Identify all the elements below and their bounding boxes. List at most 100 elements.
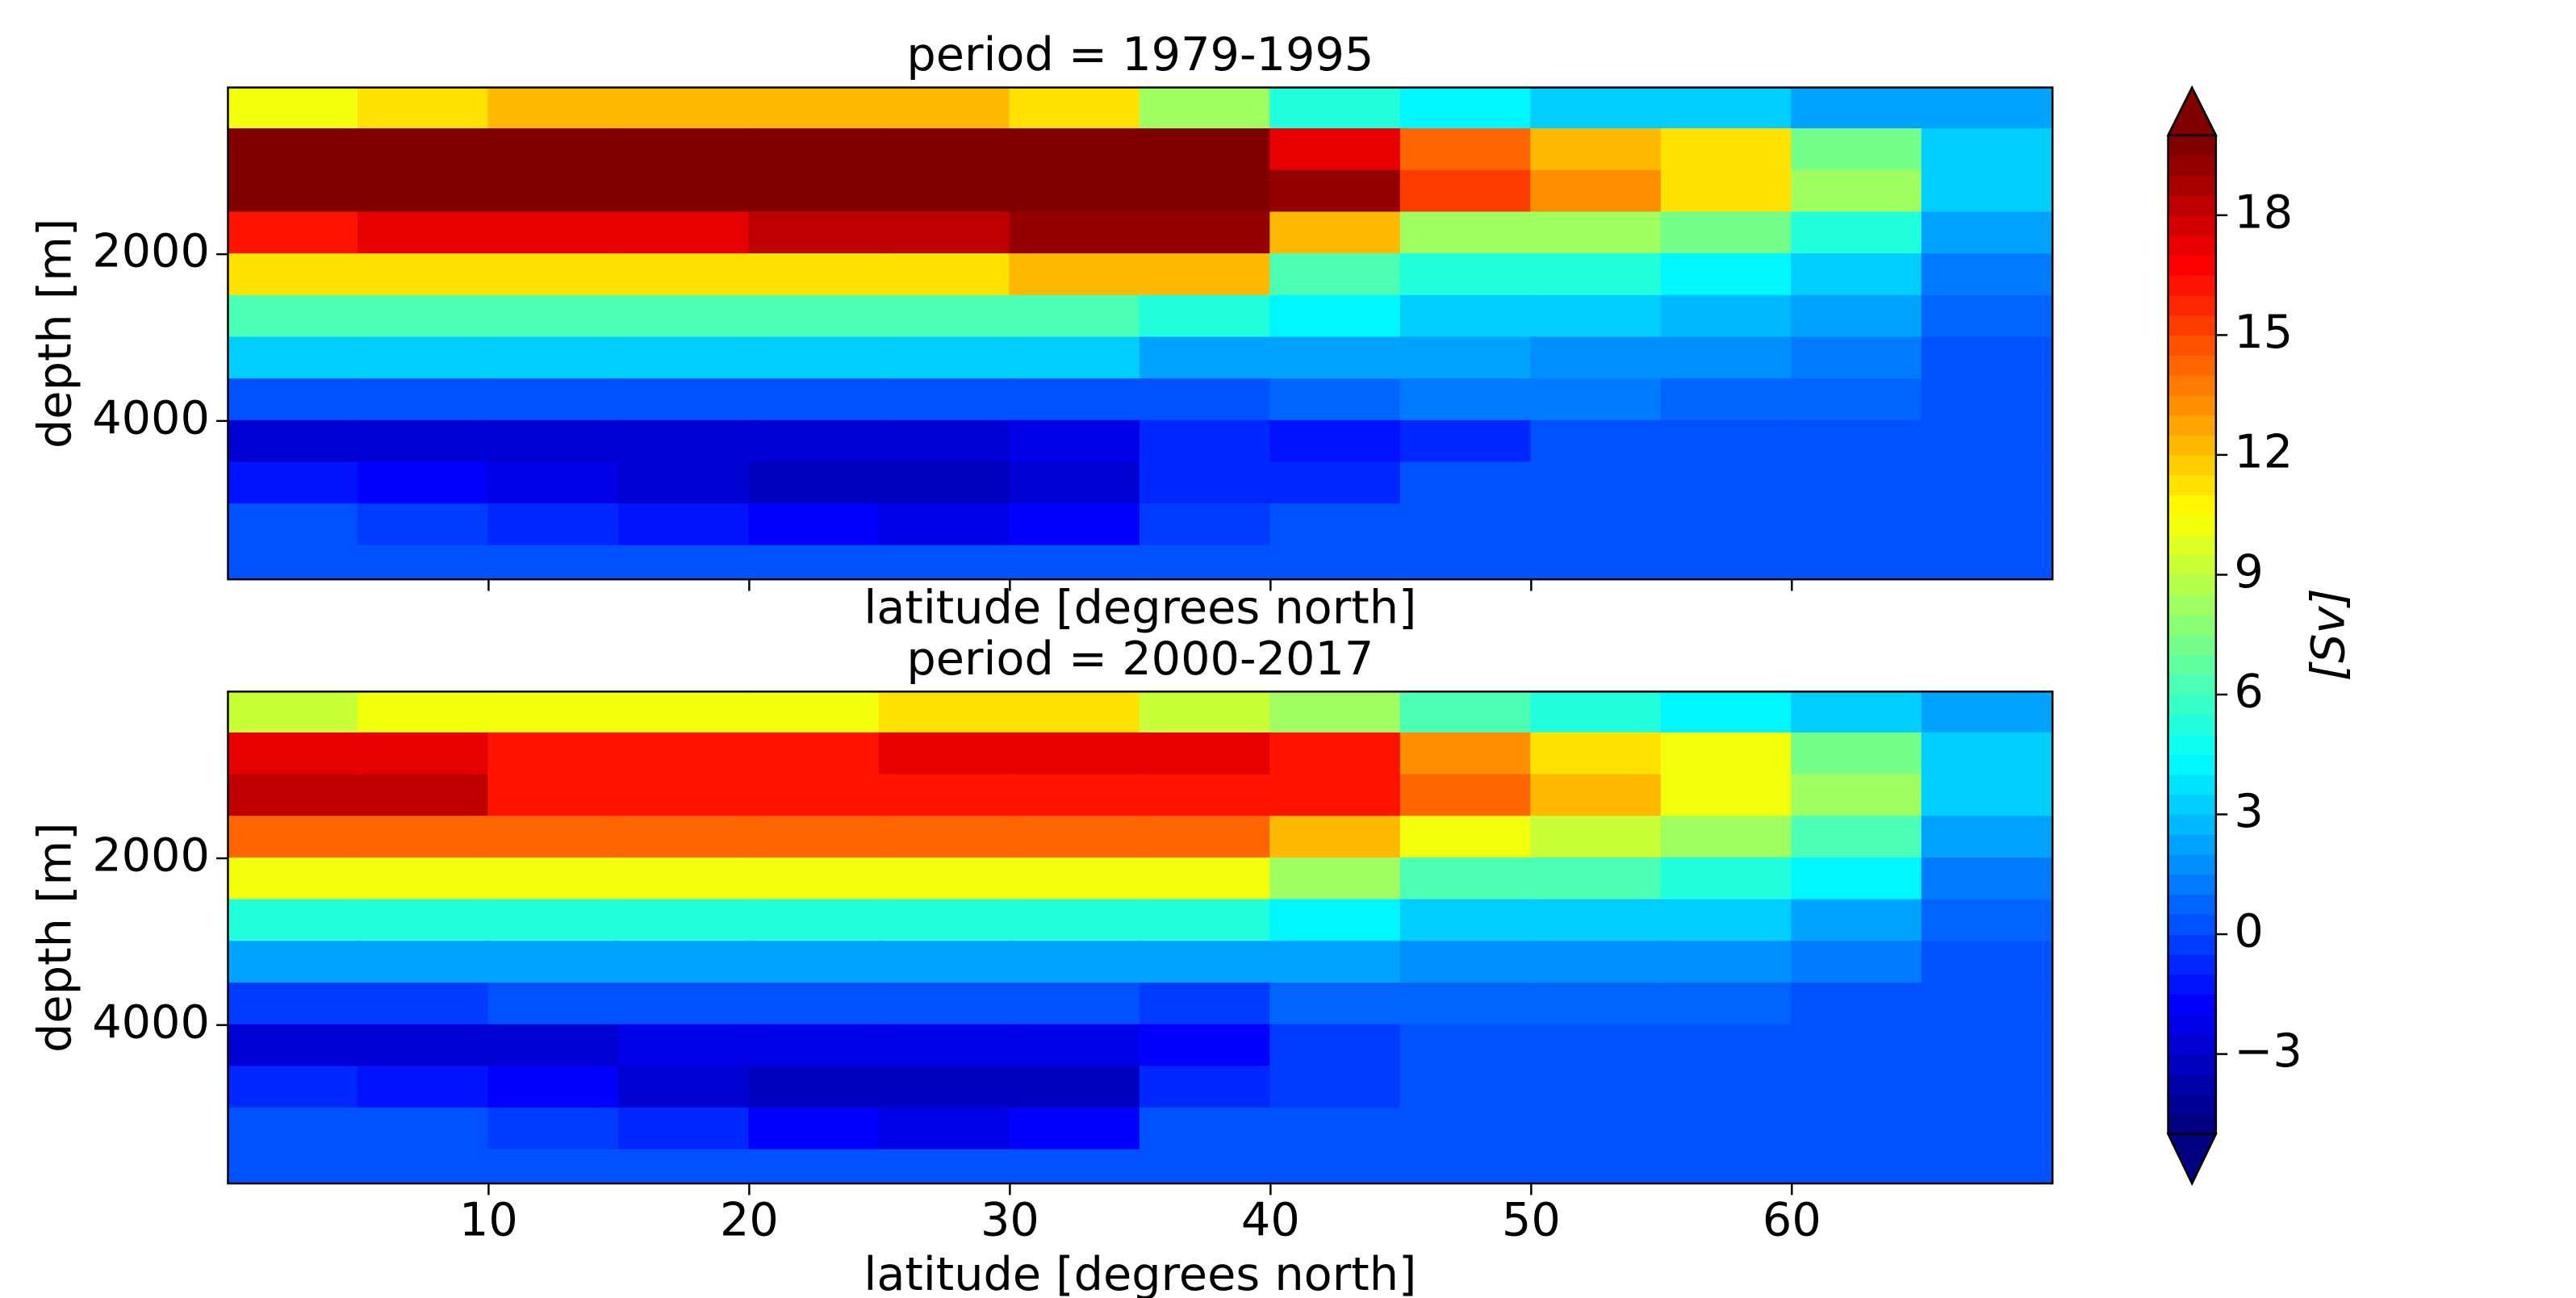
- cell: [1269, 982, 1402, 1026]
- cell: [1009, 1149, 1141, 1184]
- cell: [1921, 378, 2053, 422]
- cell: [1791, 691, 1923, 734]
- colorbar-band: [2168, 714, 2216, 736]
- cell: [1660, 1107, 1793, 1151]
- cell: [1660, 294, 1793, 339]
- cell: [357, 1107, 490, 1151]
- cell: [878, 336, 1011, 381]
- cell: [1660, 941, 1793, 985]
- cell: [617, 211, 751, 256]
- colorbar-tick-label: 3: [2234, 784, 2263, 838]
- y-axis-label: depth [m]: [27, 219, 82, 449]
- cell: [1139, 982, 1272, 1026]
- cell: [487, 732, 620, 776]
- cell: [878, 732, 1011, 776]
- cell: [228, 941, 359, 985]
- cell: [357, 253, 490, 297]
- cell: [617, 253, 751, 297]
- cell: [1921, 503, 2053, 547]
- plot-frame: [227, 86, 2054, 581]
- cell: [617, 982, 751, 1026]
- cell: [1791, 378, 1923, 422]
- cell: [1009, 503, 1141, 547]
- cell: [878, 461, 1011, 506]
- colorbar-band: [2168, 1053, 2216, 1075]
- cell: [357, 691, 490, 734]
- cell: [878, 982, 1011, 1026]
- cell: [228, 1149, 359, 1184]
- cell: [1921, 87, 2053, 131]
- cell: [357, 941, 490, 985]
- cell: [1269, 503, 1402, 547]
- x-tick-label: 20: [720, 1193, 779, 1247]
- cell: [487, 857, 620, 901]
- colorbar-band: [2168, 813, 2216, 835]
- cell: [1530, 899, 1662, 943]
- cell: [1269, 378, 1402, 422]
- cell: [1530, 1149, 1662, 1184]
- cell: [1791, 545, 1923, 580]
- cell: [748, 253, 880, 297]
- cell: [1139, 1107, 1272, 1151]
- colorbar-band: [2168, 954, 2216, 975]
- cell: [617, 503, 751, 547]
- x-tick-label: 50: [1502, 1193, 1561, 1247]
- cell: [1921, 732, 2053, 776]
- cell: [228, 691, 359, 734]
- cell: [1921, 1024, 2053, 1068]
- cell: [1139, 211, 1272, 256]
- cell: [1530, 461, 1662, 506]
- cell: [1269, 294, 1402, 339]
- colorbar-band: [2168, 494, 2216, 515]
- cell: [357, 1024, 490, 1068]
- cell: [487, 982, 620, 1026]
- cell: [1660, 982, 1793, 1026]
- cell: [1269, 545, 1402, 580]
- cell: [1791, 169, 1923, 214]
- cell: [748, 691, 880, 734]
- cell: [487, 816, 620, 859]
- cell: [878, 211, 1011, 256]
- cell: [1530, 378, 1662, 422]
- cell: [1009, 691, 1141, 734]
- cell: [357, 211, 490, 256]
- cell: [1791, 857, 1923, 901]
- cell: [1921, 899, 2053, 943]
- cell: [228, 899, 359, 943]
- cell: [1009, 1066, 1141, 1110]
- cell: [617, 691, 751, 734]
- cell: [1009, 378, 1141, 422]
- cell: [748, 336, 880, 381]
- cell: [1921, 1107, 2053, 1151]
- cell: [878, 1024, 1011, 1068]
- cell: [878, 169, 1011, 214]
- cell: [1139, 816, 1272, 859]
- cell: [1009, 982, 1141, 1026]
- colorbar-band: [2168, 973, 2216, 995]
- cell: [1791, 253, 1923, 297]
- colorbar-band: [2168, 594, 2216, 616]
- cell: [1921, 128, 2053, 172]
- x-tick-label: 30: [981, 1193, 1039, 1247]
- cell: [357, 1149, 490, 1184]
- cell: [357, 336, 490, 381]
- cell: [228, 87, 359, 131]
- colorbar-band: [2168, 294, 2216, 316]
- colorbar-band: [2168, 674, 2216, 695]
- cell: [1791, 336, 1923, 381]
- cell: [1530, 503, 1662, 547]
- cell: [487, 87, 620, 131]
- cell: [357, 899, 490, 943]
- cell: [1660, 857, 1793, 901]
- cell: [1530, 941, 1662, 985]
- cell: [1269, 211, 1402, 256]
- cell: [1660, 1149, 1793, 1184]
- cell: [1139, 169, 1272, 214]
- cell: [228, 294, 359, 339]
- cell: [228, 732, 359, 776]
- cell: [1791, 816, 1923, 859]
- cell: [357, 461, 490, 506]
- cell: [228, 503, 359, 547]
- colorbar-band: [2168, 774, 2216, 795]
- cell: [748, 461, 880, 506]
